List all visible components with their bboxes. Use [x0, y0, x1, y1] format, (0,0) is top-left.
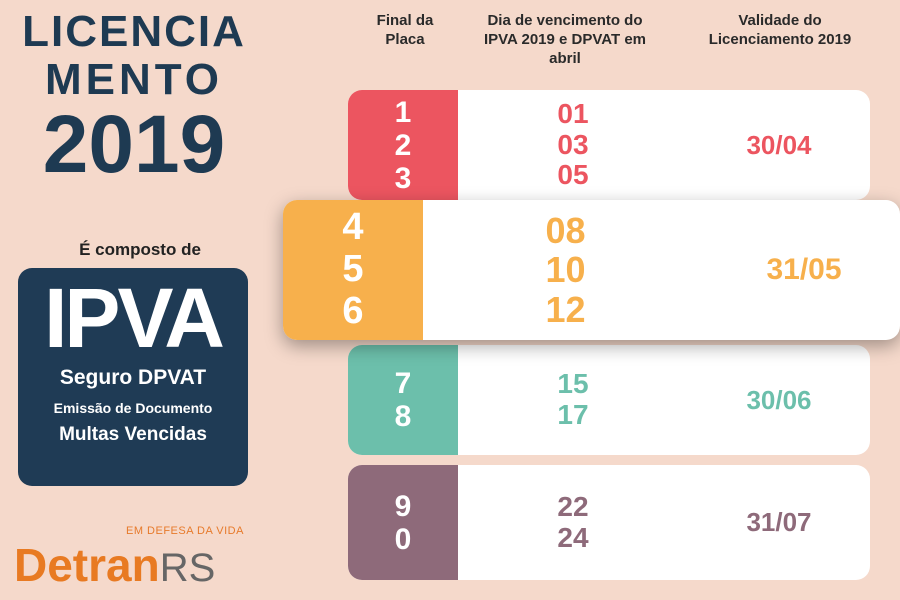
- due-day: 01: [557, 97, 589, 129]
- due-days: 01 03 05: [458, 90, 688, 200]
- composed-of-label: É composto de: [79, 240, 201, 259]
- logo-suffix: RS: [159, 546, 216, 590]
- due-days: 15 17: [458, 345, 688, 455]
- header-plate: Final da Placa: [376, 12, 434, 48]
- component-item: Emissão de Documento: [53, 400, 213, 416]
- header-validity: Validade do Licenciamento 2019: [708, 12, 852, 48]
- due-day: 22: [557, 490, 589, 522]
- title-line-1: LICENCIA: [22, 7, 246, 56]
- validity-date: 31/07: [746, 507, 812, 537]
- table-row: 7 8 15 17 30/06: [348, 345, 870, 455]
- due-day: 15: [557, 368, 589, 400]
- plate-digit: 6: [342, 289, 364, 332]
- header-due-day: Dia de vencimento do IPVA 2019 e DPVAT e…: [483, 12, 646, 67]
- table-row: 1 2 3 01 03 05 30/04: [348, 90, 870, 200]
- due-day: 12: [545, 288, 586, 330]
- due-day: 05: [557, 159, 589, 191]
- plate-digit: 8: [394, 400, 412, 433]
- component-item: Multas Vencidas: [59, 424, 207, 445]
- validity-date: 31/05: [766, 253, 842, 286]
- title-year: 2019: [42, 99, 226, 190]
- due-day: 17: [557, 399, 589, 430]
- due-day: 10: [545, 249, 586, 291]
- page-title: LICENCIA MENTO 2019: [14, 10, 254, 186]
- detran-logo: DetranRS: [14, 542, 215, 588]
- plate-digit: 3: [394, 161, 412, 195]
- due-day: 08: [545, 209, 586, 251]
- plate-digit: 2: [394, 128, 412, 162]
- plate-digit: 0: [394, 522, 412, 556]
- plate-digit: 9: [394, 489, 412, 523]
- due-days: 08 10 12: [423, 200, 708, 340]
- due-day: 03: [557, 128, 589, 160]
- logo-name: Detran: [14, 539, 160, 591]
- table-row: 4 5 6 08 10 12 31/05: [283, 200, 900, 340]
- logo-slogan: EM DEFESA DA VIDA: [126, 525, 244, 537]
- plate-digit: 7: [394, 367, 412, 400]
- plate-digit: 1: [394, 95, 412, 129]
- plate-digit: 4: [342, 206, 364, 249]
- validity-date: 30/04: [746, 129, 812, 160]
- due-days: 22 24: [458, 465, 688, 580]
- title-line-2: MENTO: [44, 55, 224, 104]
- table-row: 9 0 22 24 31/07: [348, 465, 870, 580]
- due-day: 24: [557, 521, 589, 553]
- component-item: Seguro DPVAT: [59, 366, 207, 389]
- plate-digit: 5: [342, 248, 364, 291]
- ipva-label: IPVA: [44, 271, 225, 365]
- validity-date: 30/06: [746, 384, 812, 415]
- components-box: IPVA Seguro DPVAT Emissão de Documento M…: [18, 268, 248, 486]
